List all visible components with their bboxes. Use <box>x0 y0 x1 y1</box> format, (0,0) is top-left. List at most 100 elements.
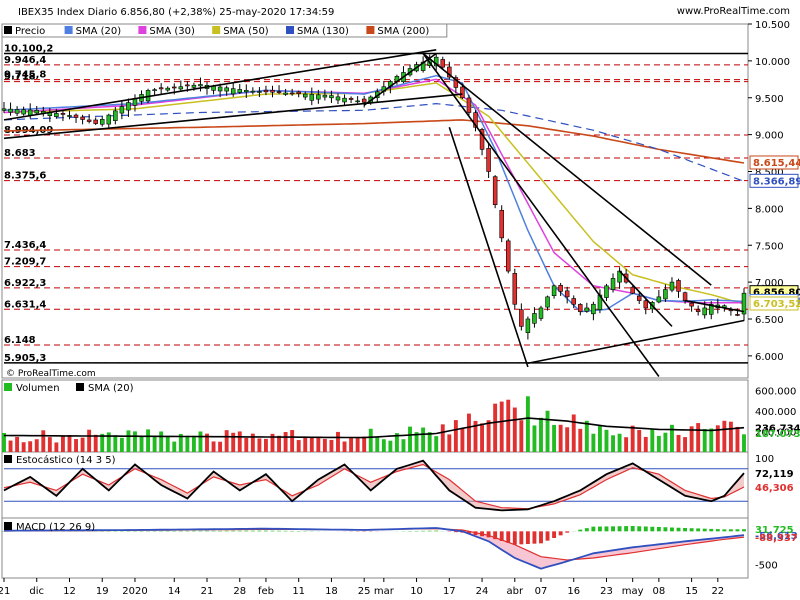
macd-hist-bar <box>453 531 458 533</box>
candle-body <box>99 119 105 125</box>
macd-hist-bar <box>617 526 622 532</box>
volume-bar <box>650 428 655 452</box>
candle-body <box>342 97 347 103</box>
candle-body <box>335 96 341 101</box>
volume-bar <box>263 438 268 452</box>
volume-bar <box>178 433 183 452</box>
x-tick-label: 22 <box>711 586 724 597</box>
trendline <box>363 52 437 106</box>
volume-bar <box>80 437 85 452</box>
candle-body <box>656 296 662 303</box>
macd-hist-bar <box>578 529 583 532</box>
legend-label: Volumen <box>16 383 60 394</box>
candle-body <box>1 108 7 111</box>
candle-body <box>276 91 282 93</box>
candle-body <box>630 286 635 294</box>
macd-hist-bar <box>532 531 537 544</box>
legend-swatch <box>366 26 375 34</box>
macd-hist-bar <box>270 530 275 532</box>
legend-swatch <box>4 383 12 391</box>
macd-hist-bar <box>198 530 203 532</box>
candle-body <box>361 98 367 103</box>
candle-body <box>525 318 531 333</box>
x-tick-label: mar <box>374 586 395 597</box>
volume-bar <box>270 433 275 452</box>
macd-hist-bar <box>696 528 701 532</box>
price-level-label: 7.209,7 <box>4 257 46 268</box>
candle-body <box>558 284 563 292</box>
volume-bar <box>133 431 137 452</box>
volume-bar <box>296 440 301 452</box>
macd-hist-bar <box>624 526 629 532</box>
x-tick-label: dic <box>29 586 44 597</box>
macd-hist-bar <box>670 527 674 532</box>
legend-label: SMA (20) <box>88 383 134 394</box>
macd-hist-bar <box>663 527 668 532</box>
sma130-line <box>3 102 745 182</box>
candle-body <box>571 298 576 305</box>
volume-bar <box>493 403 498 452</box>
macd-hist-bar <box>499 531 504 541</box>
volume-bar <box>185 435 190 452</box>
price-level-label: 6.148 <box>4 335 36 346</box>
candle-body <box>545 296 550 308</box>
volume-bar <box>198 431 203 452</box>
macd-hist-bar <box>683 528 688 532</box>
legend-swatch <box>4 522 12 530</box>
brand-link[interactable]: www.ProRealTime.com <box>676 6 790 17</box>
volume-bar <box>670 424 674 452</box>
trendline <box>422 52 712 286</box>
candle-body <box>499 209 504 239</box>
volume-bar <box>656 435 661 452</box>
volume-bar <box>375 437 380 452</box>
volume-bar <box>303 437 308 452</box>
candle-body <box>663 289 668 300</box>
candle-body <box>735 314 740 316</box>
x-tick-label: 28 <box>233 586 246 597</box>
volume-bar <box>322 438 327 452</box>
x-tick-label: 23 <box>600 586 613 597</box>
macd-hist-bar <box>611 526 615 532</box>
volume-bar <box>87 429 92 452</box>
volume-bar <box>447 434 452 452</box>
volume-bar <box>250 433 255 452</box>
volume-bar <box>539 417 543 452</box>
volume-bar <box>643 436 648 452</box>
candle-body <box>263 89 269 93</box>
price-ytick-label: 6.000 <box>755 352 784 363</box>
x-tick-label: 21 <box>201 586 214 597</box>
price-badge-label: 6.856,80 <box>753 288 800 299</box>
volume-bar <box>93 434 98 452</box>
trendline <box>448 127 529 368</box>
candle-body <box>250 90 256 93</box>
volume-bar <box>401 439 406 452</box>
macd-hist-bar <box>597 526 602 532</box>
volume-bar <box>525 396 530 452</box>
candle-body <box>519 309 524 327</box>
price-ytick-label: 8.000 <box>755 204 784 215</box>
volume-bar <box>597 426 602 452</box>
price-level-label: 8.683 <box>4 148 36 159</box>
candle-body <box>479 129 485 150</box>
legend-swatch <box>4 455 12 463</box>
volume-bar <box>611 435 615 452</box>
volume-bar <box>336 431 340 452</box>
volume-bar <box>637 429 642 452</box>
chart-title: IBEX35 Index Diario 6.856,80 (+2,38%) 25… <box>18 7 335 18</box>
trendline <box>684 299 745 313</box>
volume-bar <box>2 433 6 452</box>
candle-body <box>21 109 26 115</box>
x-tick-label: 08 <box>653 586 666 597</box>
volume-ytick-label: 400.000 <box>755 407 796 418</box>
candle-body <box>27 109 33 116</box>
price-level-label: 6.922,3 <box>4 278 46 289</box>
volume-bar <box>368 428 373 452</box>
volume-bar <box>283 432 288 452</box>
candle-body <box>178 86 184 90</box>
volume-bar <box>709 428 714 452</box>
volume-bar <box>683 437 688 452</box>
candle-body <box>152 89 157 91</box>
volume-ytick-label: 200.000 <box>755 427 796 438</box>
volume-ytick-label: 600.000 <box>755 386 796 397</box>
